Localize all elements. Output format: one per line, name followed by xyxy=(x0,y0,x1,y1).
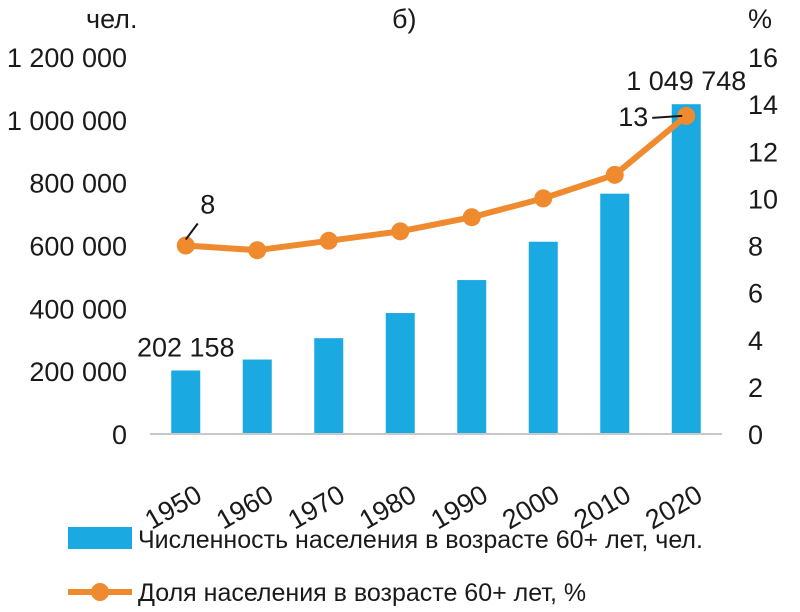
bar xyxy=(314,338,344,434)
legend-line-marker xyxy=(91,583,109,601)
y-right-unit-label: % xyxy=(748,4,772,34)
y-right-tick-label: 2 xyxy=(748,373,763,403)
line-data-label: 13 xyxy=(618,102,648,132)
legend-line-label: Доля населения в возрасте 60+ лет, % xyxy=(138,579,586,607)
data-label-leader xyxy=(184,222,199,241)
y-right-axis: 0 2 4 6 8 10 12 14 16 xyxy=(748,43,778,450)
y-left-tick-label: 600 000 xyxy=(29,232,127,262)
bar-data-label: 202 158 xyxy=(137,332,235,362)
y-left-tick-label: 1 200 000 xyxy=(7,43,127,73)
legend-bar-swatch xyxy=(68,527,132,549)
line-data-label: 8 xyxy=(200,190,215,220)
bar xyxy=(600,193,630,434)
y-right-tick-label: 10 xyxy=(748,184,778,214)
line-point xyxy=(534,189,553,208)
y-right-tick-label: 12 xyxy=(748,137,778,167)
line-point xyxy=(391,222,410,241)
chart-subtitle: б) xyxy=(392,4,416,34)
y-right-tick-label: 16 xyxy=(748,43,778,73)
bar xyxy=(242,359,272,434)
line-point xyxy=(677,106,696,125)
y-left-tick-label: 0 xyxy=(112,420,127,450)
data-label-leader xyxy=(652,114,683,119)
y-left-tick-label: 1 000 000 xyxy=(7,106,127,136)
legend-bar-label: Численность населения в возрасте 60+ лет… xyxy=(138,526,703,554)
y-left-unit-label: чел. xyxy=(86,4,137,34)
y-right-tick-label: 14 xyxy=(748,90,778,120)
line-point xyxy=(319,231,338,250)
line-point xyxy=(462,208,481,227)
line-point xyxy=(248,241,267,260)
line-path xyxy=(182,112,690,254)
data-labels: 202 158 1 049 748 8 13 xyxy=(137,66,746,362)
bar-data-label: 1 049 748 xyxy=(626,66,746,96)
bar xyxy=(528,241,558,434)
y-left-tick-label: 400 000 xyxy=(29,294,127,324)
y-left-axis: 0 200 000 400 000 600 000 800 000 1 000 000 1 … xyxy=(7,43,127,450)
bar xyxy=(171,370,201,434)
line-series xyxy=(176,106,696,260)
line-point xyxy=(605,165,624,184)
bar xyxy=(671,104,701,435)
bar-series xyxy=(171,104,701,435)
y-right-tick-label: 4 xyxy=(748,326,763,356)
y-left-tick-label: 800 000 xyxy=(29,169,127,199)
y-right-tick-label: 8 xyxy=(748,232,763,262)
legend: Численность населения в возрасте 60+ лет… xyxy=(68,526,703,607)
line-point xyxy=(176,236,195,255)
bar xyxy=(457,280,487,434)
y-left-tick-label: 200 000 xyxy=(29,357,127,387)
y-right-tick-label: 0 xyxy=(748,420,763,450)
bar xyxy=(385,313,415,434)
y-right-tick-label: 6 xyxy=(748,279,763,309)
